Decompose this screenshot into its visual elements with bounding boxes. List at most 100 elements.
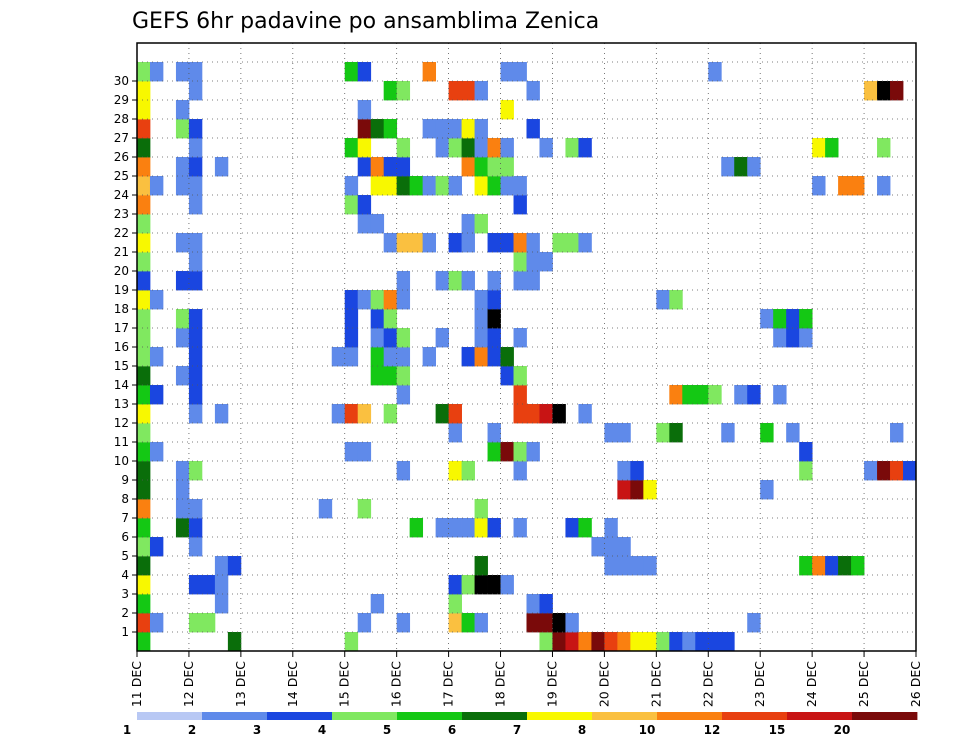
heatmap-cell <box>188 518 203 538</box>
heatmap-cell <box>422 119 437 139</box>
y-tick-label: 4 <box>121 568 129 582</box>
y-tick-label: 27 <box>114 131 129 145</box>
heatmap-cell <box>344 328 359 348</box>
heatmap-cell <box>448 81 462 101</box>
heatmap-cell <box>188 176 203 196</box>
colorbar-swatch <box>722 712 788 720</box>
y-tick-label: 10 <box>114 454 129 468</box>
heatmap-cell <box>656 290 670 310</box>
colorbar-label: 6 <box>448 723 456 737</box>
heatmap-cell <box>448 119 462 139</box>
heatmap-cell <box>137 214 151 234</box>
heatmap-cell <box>526 233 540 253</box>
heatmap-cell <box>812 556 826 576</box>
heatmap-cell <box>188 461 203 481</box>
x-tick-label: 14 DEC <box>285 661 300 707</box>
heatmap-cell <box>630 632 644 652</box>
heatmap-cell <box>435 518 449 538</box>
heatmap-cell <box>513 233 527 253</box>
y-tick-label: 14 <box>114 378 129 392</box>
heatmap-cell <box>396 461 411 481</box>
heatmap-cell <box>175 119 190 139</box>
heatmap-cell <box>903 461 917 481</box>
heatmap-cell <box>695 385 709 405</box>
heatmap-cell <box>526 119 540 139</box>
y-tick-label: 8 <box>121 492 129 506</box>
heatmap-cell <box>877 81 891 101</box>
heatmap-cell <box>137 100 151 120</box>
heatmap-cell <box>396 347 411 367</box>
heatmap-cell <box>357 100 372 120</box>
y-tick-label: 24 <box>114 188 129 202</box>
heatmap-cell <box>149 613 164 633</box>
colorbar-label: 4 <box>318 723 326 737</box>
colorbar-label: 7 <box>513 723 521 737</box>
heatmap-cell <box>137 157 151 177</box>
heatmap-cell <box>890 81 904 101</box>
colorbar-swatch <box>332 712 398 720</box>
colorbar-label: 10 <box>639 723 656 737</box>
x-tick-label: 15 DEC <box>337 661 352 707</box>
heatmap-cell <box>695 632 709 652</box>
heatmap-cell <box>344 404 359 424</box>
heatmap-cell <box>357 613 372 633</box>
heatmap-cell <box>838 176 852 196</box>
heatmap-cell <box>448 423 462 443</box>
heatmap-cell <box>474 157 488 177</box>
colorbar-label: 1 <box>123 723 131 737</box>
heatmap-cell <box>137 366 151 386</box>
x-tick-label: 11 DEC <box>129 661 144 707</box>
heatmap-cell <box>578 632 592 652</box>
heatmap-cell <box>461 233 475 253</box>
heatmap-cell <box>591 537 605 557</box>
heatmap-cell <box>357 290 372 310</box>
heatmap-cell <box>539 613 553 633</box>
heatmap-cell <box>643 632 657 652</box>
heatmap-cell <box>137 81 151 101</box>
heatmap-cell <box>474 119 488 139</box>
heatmap-cell <box>825 138 839 158</box>
heatmap-cell <box>604 556 618 576</box>
heatmap-cell <box>137 309 151 329</box>
heatmap-cell <box>526 442 540 462</box>
heatmap-cell <box>188 328 203 348</box>
heatmap-cell <box>175 157 190 177</box>
heatmap-cell <box>760 423 774 443</box>
heatmap-cell <box>773 328 787 348</box>
heatmap-cell <box>409 518 424 538</box>
heatmap-cell <box>344 138 359 158</box>
heatmap-cell <box>383 328 398 348</box>
heatmap-cell <box>448 233 462 253</box>
heatmap-cell <box>149 385 164 405</box>
heatmap-cell <box>474 328 488 348</box>
y-tick-label: 18 <box>114 302 129 316</box>
heatmap-cell <box>747 385 761 405</box>
heatmap-cell <box>474 176 488 196</box>
heatmap-cell <box>201 575 216 595</box>
heatmap-cell <box>137 271 151 291</box>
heatmap-cell <box>799 556 813 576</box>
heatmap-cell <box>137 461 151 481</box>
x-axis: 11 DEC 12 DEC 13 DEC 14 DEC 15 DEC 16 DEC 17 D… <box>129 651 923 707</box>
heatmap-cell <box>357 195 372 215</box>
heatmap-cell <box>344 442 359 462</box>
y-tick-label: 30 <box>114 74 129 88</box>
heatmap-cell <box>175 271 190 291</box>
heatmap-cell <box>565 138 579 158</box>
heatmap-cell <box>188 62 203 82</box>
heatmap-cell <box>422 62 437 82</box>
heatmap-cell <box>500 157 514 177</box>
heatmap-cell <box>539 632 553 652</box>
heatmap-cell <box>396 613 411 633</box>
heatmap-cell <box>214 575 229 595</box>
heatmap-cell <box>526 613 540 633</box>
heatmap-cell <box>214 556 229 576</box>
heatmap-cell <box>851 556 865 576</box>
heatmap-cell <box>760 309 774 329</box>
colorbar-swatch <box>202 712 268 720</box>
heatmap-cell <box>149 537 164 557</box>
heatmap-cell <box>448 404 462 424</box>
heatmap-cell <box>370 157 385 177</box>
heatmap-cell <box>137 518 151 538</box>
